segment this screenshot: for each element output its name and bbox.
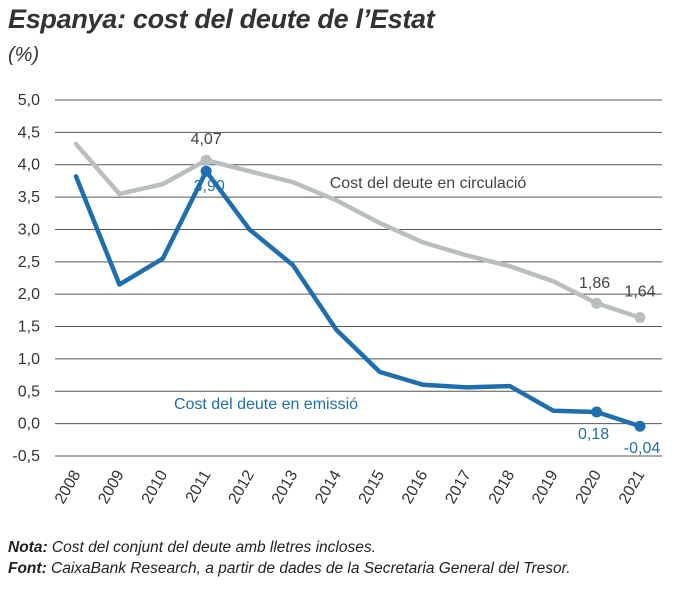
note-label: Nota: bbox=[8, 539, 48, 556]
x-tick-label: 2009 bbox=[95, 467, 128, 506]
series-label: Cost del deute en emissió bbox=[174, 396, 358, 413]
x-tick-label: 2016 bbox=[399, 467, 432, 506]
x-tick-label: 2013 bbox=[269, 467, 302, 506]
x-tick-label: 2015 bbox=[356, 467, 389, 506]
y-tick-label: 5,0 bbox=[18, 92, 40, 109]
data-label: 1,64 bbox=[624, 283, 655, 300]
data-label: 1,86 bbox=[579, 275, 610, 292]
y-tick-label: 3,5 bbox=[18, 189, 40, 206]
data-point bbox=[200, 154, 212, 166]
y-tick-label: 0,0 bbox=[18, 416, 40, 433]
series-line bbox=[73, 168, 643, 429]
x-tick-label: 2018 bbox=[486, 467, 519, 506]
x-tick-label: 2011 bbox=[183, 467, 215, 505]
x-tick-label: 2014 bbox=[312, 467, 345, 506]
x-tick-label: 2021 bbox=[616, 467, 649, 506]
y-tick-label: 2,0 bbox=[18, 286, 40, 303]
x-tick-label: 2008 bbox=[52, 467, 85, 506]
x-tick-label: 2019 bbox=[529, 467, 562, 506]
y-tick-label: 3,0 bbox=[18, 221, 40, 238]
x-tick-label: 2020 bbox=[573, 467, 606, 506]
x-tick-label: 2012 bbox=[225, 467, 258, 506]
y-tick-label: 4,5 bbox=[18, 124, 40, 141]
data-point bbox=[591, 297, 603, 309]
data-point bbox=[591, 406, 603, 418]
series-line bbox=[73, 141, 643, 320]
chart-title: Espanya: cost del deute de l’Estat bbox=[8, 4, 435, 34]
series-label: Cost del deute en circulació bbox=[330, 175, 527, 192]
y-tick-label: -0,5 bbox=[12, 448, 40, 465]
y-tick-label: 2,5 bbox=[18, 254, 40, 271]
data-label: 0,18 bbox=[578, 426, 609, 443]
data-point bbox=[634, 420, 646, 432]
x-tick-label: 2017 bbox=[442, 467, 475, 506]
note-line: Nota: Cost del conjunt del deute amb lle… bbox=[8, 537, 571, 558]
data-point bbox=[634, 311, 646, 323]
x-tick-label: 2010 bbox=[139, 467, 172, 506]
data-point bbox=[200, 165, 212, 177]
source-text: CaixaBank Research, a partir de dades de… bbox=[46, 560, 571, 577]
data-label: -0,04 bbox=[624, 440, 661, 457]
data-label: 4,07 bbox=[191, 131, 222, 148]
y-tick-label: 1,5 bbox=[18, 319, 40, 336]
y-tick-label: 4,0 bbox=[18, 157, 40, 174]
source-label: Font: bbox=[8, 560, 47, 577]
note-text: Cost del conjunt del deute amb lletres i… bbox=[47, 539, 376, 556]
data-label: 3,90 bbox=[194, 178, 225, 195]
chart-notes: Nota: Cost del conjunt del deute amb lle… bbox=[8, 537, 571, 579]
y-tick-label: 0,5 bbox=[18, 383, 40, 400]
y-tick-label: 1,0 bbox=[18, 351, 40, 368]
unit-label: (%) bbox=[8, 44, 40, 66]
source-line: Font: CaixaBank Research, a partir de da… bbox=[8, 558, 571, 579]
